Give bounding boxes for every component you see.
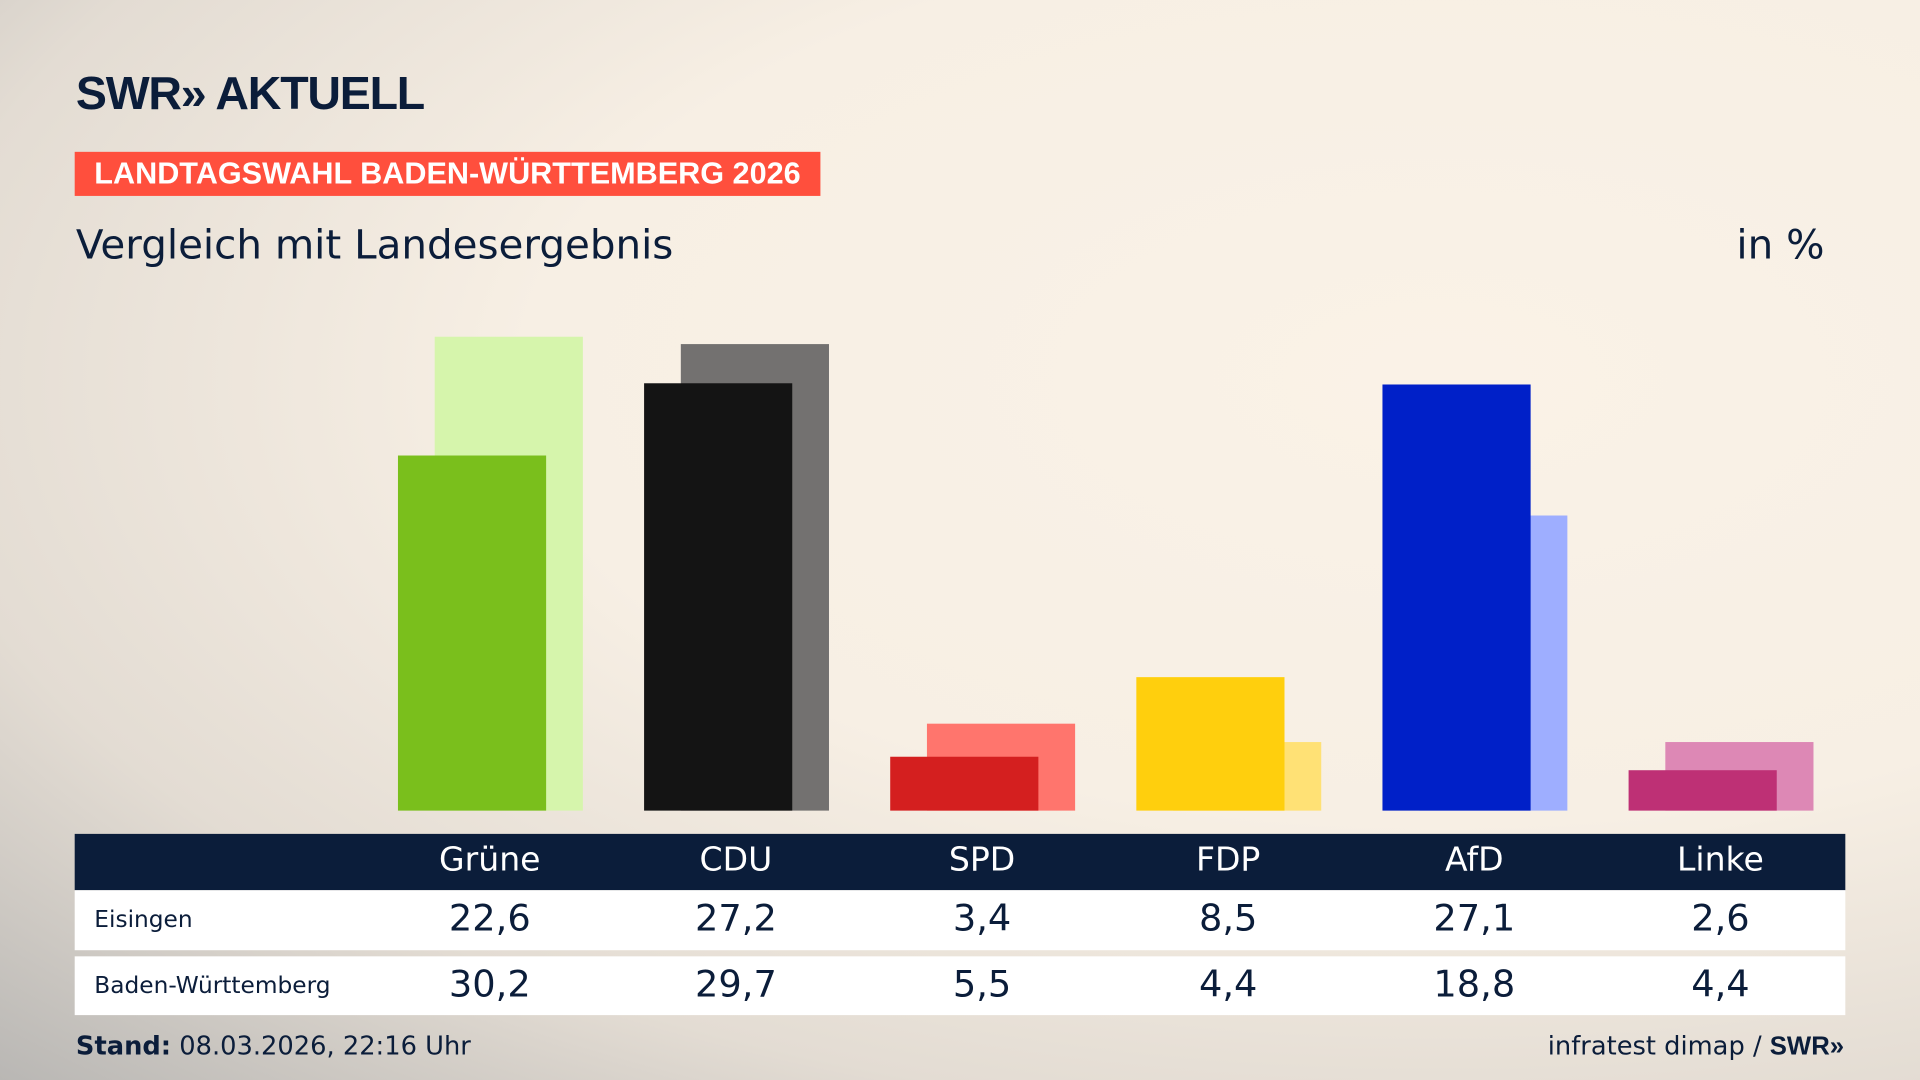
bar-local-3: [1136, 677, 1285, 811]
election-badge: LANDTAGSWAHL BADEN-WÜRTTEMBERG 2026: [74, 151, 821, 196]
bar-local-5: [1628, 769, 1777, 811]
value-cell: 27,2: [695, 897, 777, 941]
value-cell: 27,1: [1433, 897, 1516, 941]
value-cell: 18,8: [1433, 963, 1516, 1007]
table-row-baden-wuerttemberg: Baden-Württemberg 30,2 29,7 5,5 4,4 18,8 4,4: [74, 956, 1846, 1016]
column-header: SPD: [948, 841, 1016, 880]
table-row-eisingen: Eisingen 22,6 27,2 3,4 8,5 27,1 2,6: [74, 890, 1846, 951]
bar-local-4: [1382, 384, 1531, 811]
bar-local-1: [644, 383, 793, 811]
column-header: FDP: [1195, 841, 1261, 880]
value-cell: 4,4: [1198, 963, 1258, 1007]
value-cell: 5,5: [952, 963, 1012, 1007]
source: infratest dimap / SWR»: [1548, 1031, 1844, 1062]
stand-label: Stand:: [75, 1031, 172, 1061]
swr-logo: SWR»: [1769, 1032, 1845, 1061]
column-header: AfD: [1445, 841, 1504, 880]
swr-aktuell-logo: SWR» AKTUELL: [75, 68, 425, 121]
bar-local-0: [397, 455, 547, 811]
column-header: CDU: [699, 841, 773, 880]
column-header: Grüne: [439, 841, 541, 880]
unit-label: in %: [1736, 220, 1825, 269]
row-label: Baden-Württemberg: [94, 972, 331, 1000]
value-cell: 22,6: [448, 897, 531, 941]
row-label: Eisingen: [94, 906, 193, 934]
value-cell: 3,4: [952, 897, 1012, 941]
value-cell: 4,4: [1691, 963, 1750, 1007]
table-header: Grüne CDU SPD FDP AfD Linke: [74, 833, 1846, 891]
source-text: infratest dimap /: [1547, 1031, 1770, 1061]
value-cell: 30,2: [448, 963, 531, 1007]
timestamp: Stand: 08.03.2026, 22:16 Uhr: [76, 1031, 471, 1060]
value-cell: 2,6: [1691, 897, 1750, 941]
value-cell: 29,7: [695, 963, 777, 1007]
bar-local-2: [890, 757, 1039, 811]
value-cell: 8,5: [1198, 897, 1258, 941]
chart-subtitle: Vergleich mit Landesergebnis: [75, 220, 674, 269]
stand-value: 08.03.2026, 22:16 Uhr: [171, 1031, 471, 1061]
column-header: Linke: [1676, 841, 1764, 880]
